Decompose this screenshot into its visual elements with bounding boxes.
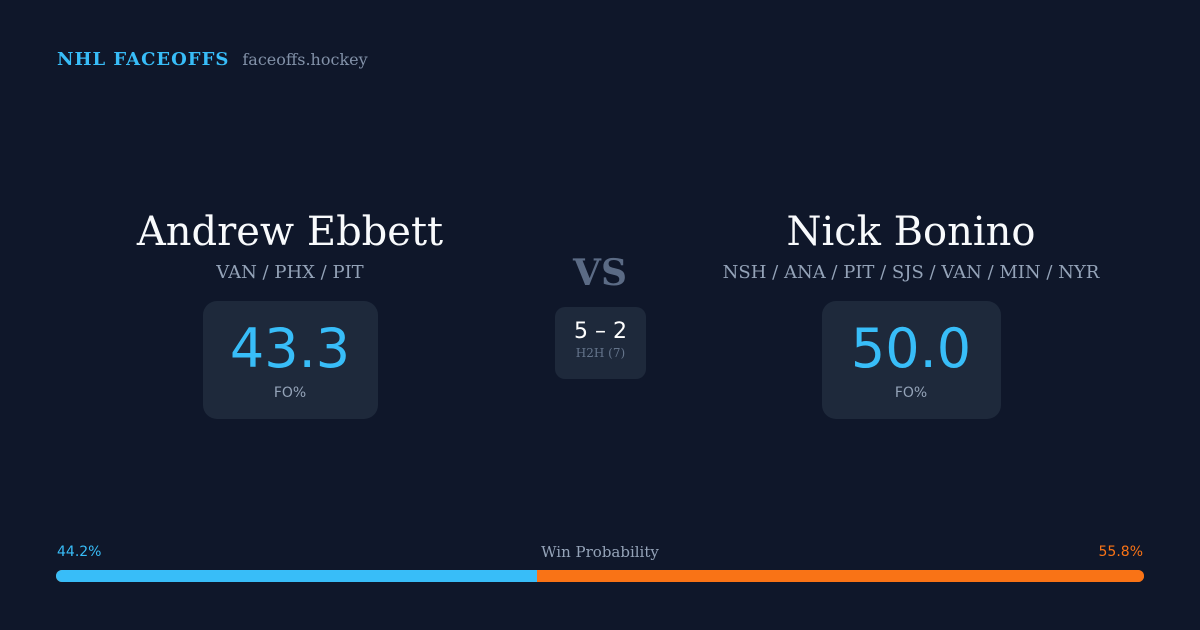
left-fo-pct: 43.3 xyxy=(229,317,351,380)
win-probability-bar xyxy=(56,570,1144,582)
right-player-name: Nick Bonino xyxy=(786,209,1036,255)
right-fo-pct: 50.0 xyxy=(850,317,972,380)
h2h-score: 5 – 2 xyxy=(574,319,627,344)
left-fo-label: FO% xyxy=(273,385,307,401)
brand-name: NHL FACEOFFS xyxy=(57,49,230,70)
brand-header: NHL FACEOFFS faceoffs.hockey xyxy=(57,49,368,70)
right-win-probability: 55.8% xyxy=(1098,544,1143,560)
win-probability-title: Win Probability xyxy=(541,543,659,561)
win-probability-right-fill xyxy=(536,570,1144,582)
h2h-card: 5 – 2 H2H (7) xyxy=(555,307,646,379)
left-fo-card: 43.3 FO% xyxy=(202,301,378,419)
left-win-probability: 44.2% xyxy=(57,544,102,560)
left-player-panel: Andrew Ebbett VAN / PHX / PIT 43.3 FO% xyxy=(30,208,550,419)
win-probability-left-fill xyxy=(56,570,537,582)
right-fo-card: 50.0 FO% xyxy=(821,301,1001,419)
h2h-label: H2H (7) xyxy=(575,346,626,360)
right-fo-label: FO% xyxy=(894,385,928,401)
brand-url: faceoffs.hockey xyxy=(242,50,368,69)
left-player-teams: VAN / PHX / PIT xyxy=(216,262,364,283)
right-player-teams: NSH / ANA / PIT / SJS / VAN / MIN / NYR xyxy=(722,262,1100,283)
vs-label: VS xyxy=(573,252,627,294)
left-player-name: Andrew Ebbett xyxy=(136,209,444,255)
right-player-panel: Nick Bonino NSH / ANA / PIT / SJS / VAN … xyxy=(651,208,1171,419)
